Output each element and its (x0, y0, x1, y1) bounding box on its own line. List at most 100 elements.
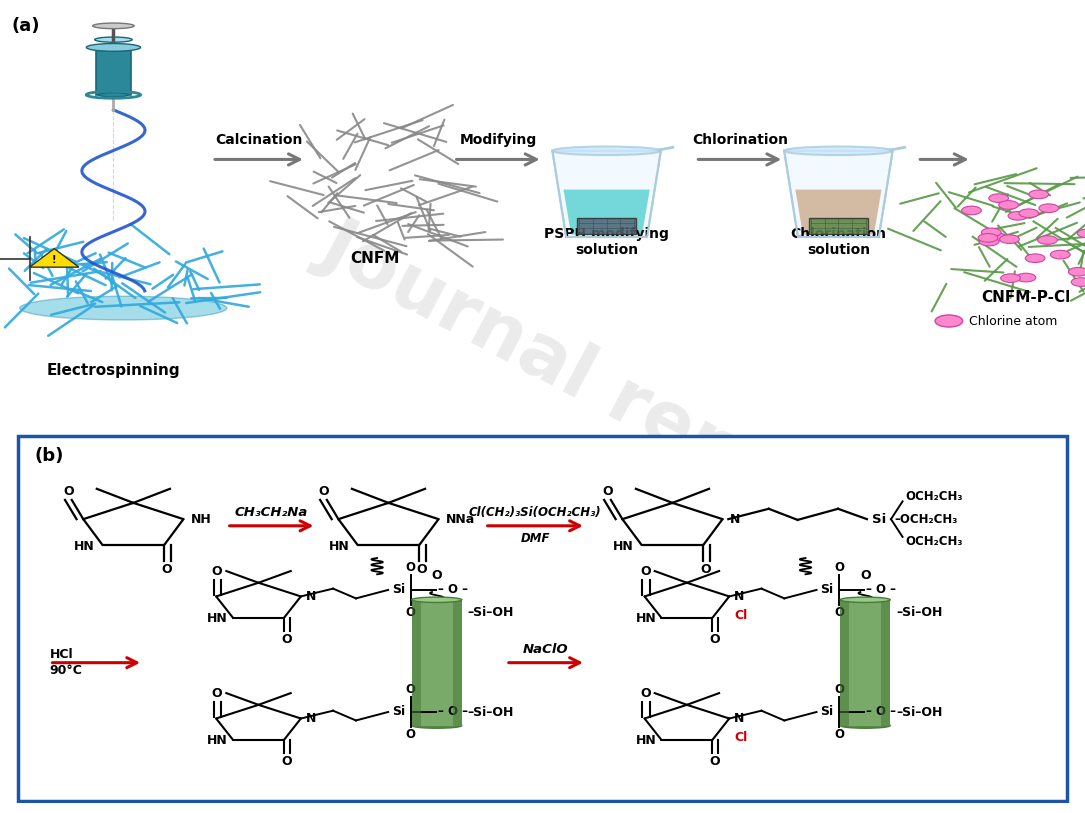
Polygon shape (784, 151, 893, 237)
Text: Si: Si (392, 584, 405, 597)
Text: HCl: HCl (50, 648, 73, 661)
Bar (840, 600, 890, 725)
Text: PSPH modifying
solution: PSPH modifying solution (545, 227, 669, 257)
Circle shape (978, 233, 998, 242)
Circle shape (1016, 273, 1036, 282)
Polygon shape (795, 189, 881, 234)
Text: Chlorination: Chlorination (692, 133, 788, 146)
Text: Cl: Cl (735, 731, 748, 744)
Text: HN: HN (636, 612, 656, 625)
Ellipse shape (552, 146, 661, 155)
Polygon shape (29, 249, 79, 267)
Text: –Si–OH: –Si–OH (468, 706, 514, 720)
Text: OCH₂CH₃: OCH₂CH₃ (906, 490, 962, 503)
Circle shape (935, 315, 962, 327)
Text: O: O (432, 569, 442, 582)
Circle shape (1000, 274, 1020, 282)
Text: O: O (64, 485, 74, 498)
Text: Si: Si (820, 584, 833, 597)
Text: Cl: Cl (735, 609, 748, 622)
Text: HN: HN (329, 541, 350, 554)
Bar (95, 47, 131, 95)
Text: O: O (640, 564, 651, 577)
Text: O: O (406, 728, 416, 741)
Circle shape (1029, 190, 1048, 198)
Text: O: O (834, 561, 844, 574)
Text: N: N (306, 712, 317, 725)
Text: O: O (212, 687, 222, 700)
Text: !: ! (52, 255, 56, 265)
Circle shape (961, 207, 981, 215)
Circle shape (1019, 209, 1038, 218)
Text: Si: Si (392, 706, 405, 719)
Text: Si: Si (820, 706, 833, 719)
Text: Electrospinning: Electrospinning (47, 363, 180, 378)
Bar (881, 600, 890, 725)
Text: CH₃CH₂Na: CH₃CH₂Na (234, 506, 308, 520)
Text: O: O (860, 569, 870, 582)
Text: –OCH₂CH₃: –OCH₂CH₃ (895, 513, 958, 526)
Text: O: O (710, 633, 720, 646)
Circle shape (1025, 254, 1045, 263)
Circle shape (999, 201, 1019, 209)
Text: O: O (406, 561, 416, 574)
Text: O: O (406, 683, 416, 696)
Circle shape (1008, 211, 1027, 220)
Text: Chlorination
solution: Chlorination solution (790, 227, 886, 257)
Polygon shape (577, 218, 636, 233)
Polygon shape (552, 151, 661, 237)
Text: N: N (306, 590, 317, 603)
Text: – O –: – O – (437, 584, 468, 597)
Ellipse shape (784, 146, 893, 155)
Text: – O –: – O – (437, 706, 468, 719)
Bar (412, 600, 421, 725)
Text: Si: Si (871, 513, 886, 526)
Circle shape (1039, 204, 1059, 212)
Ellipse shape (99, 93, 128, 97)
Text: O: O (834, 728, 844, 741)
FancyBboxPatch shape (17, 436, 1068, 802)
Text: 90°C: 90°C (50, 664, 82, 677)
Text: HN: HN (636, 734, 656, 747)
Polygon shape (808, 218, 868, 233)
Text: Journal re​proof: Journal re​proof (308, 208, 907, 572)
Ellipse shape (412, 723, 462, 728)
Text: O: O (281, 755, 292, 768)
Text: O: O (212, 564, 222, 577)
Circle shape (1071, 278, 1085, 286)
Text: O: O (417, 563, 427, 576)
Text: (b): (b) (35, 447, 64, 465)
Text: Chlorine atom: Chlorine atom (969, 315, 1057, 328)
Text: – O –: – O – (866, 706, 896, 719)
Text: N: N (730, 513, 741, 526)
Text: – O –: – O – (866, 584, 896, 597)
Text: CNFM-P-Cl: CNFM-P-Cl (981, 289, 1071, 305)
Ellipse shape (412, 597, 462, 602)
Text: NaClO: NaClO (523, 643, 569, 656)
Text: O: O (710, 755, 720, 768)
Ellipse shape (840, 723, 890, 728)
Circle shape (1069, 267, 1085, 276)
Polygon shape (563, 189, 650, 234)
Circle shape (1077, 229, 1085, 237)
Text: N: N (735, 712, 744, 725)
Text: –Si–OH: –Si–OH (896, 606, 943, 620)
Text: HN: HN (613, 541, 634, 554)
Text: O: O (701, 563, 712, 576)
Text: Modifying: Modifying (459, 133, 537, 146)
Text: O: O (319, 485, 329, 498)
Ellipse shape (94, 37, 132, 42)
Bar (840, 600, 850, 725)
Text: HN: HN (207, 612, 228, 625)
Circle shape (1037, 236, 1058, 245)
Text: NNa: NNa (446, 513, 475, 526)
Bar (412, 600, 462, 725)
Circle shape (1050, 250, 1070, 259)
Text: O: O (281, 633, 292, 646)
Text: O: O (834, 683, 844, 696)
Ellipse shape (92, 23, 135, 28)
Ellipse shape (20, 296, 227, 320)
Circle shape (979, 237, 999, 246)
Text: OCH₂CH₃: OCH₂CH₃ (906, 535, 962, 548)
Text: O: O (602, 485, 613, 498)
